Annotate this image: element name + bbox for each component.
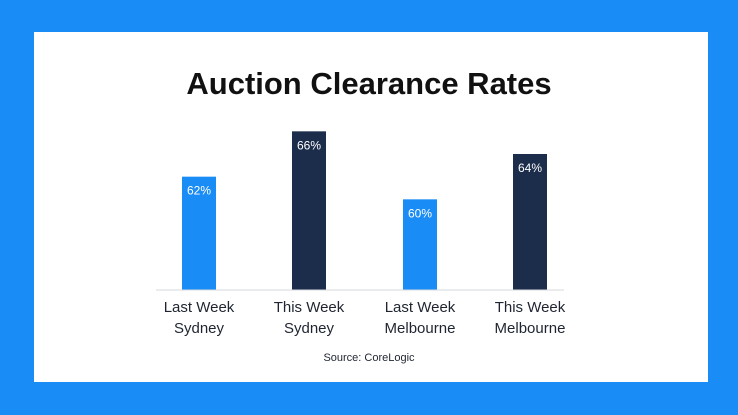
bar-3: [403, 199, 437, 290]
bar-chart: Auction Clearance Rates 62% 66% 60% 64% Las…: [156, 66, 566, 364]
category-label-4-line-1: This Week: [495, 299, 566, 316]
bar-value-label-1: 62%: [187, 184, 211, 198]
bars-group: 62% 66% 60% 64%: [182, 131, 547, 290]
category-label-1-line-1: Last Week: [164, 299, 235, 316]
bar-value-label-2: 66%: [297, 138, 321, 152]
bar-4: [513, 154, 547, 290]
bar-value-label-3: 60%: [408, 206, 432, 220]
category-label-4-line-2: Melbourne: [495, 320, 566, 337]
source-label: Source: CoreLogic: [323, 352, 415, 364]
chart-card: Auction Clearance Rates 62% 66% 60% 64% Las…: [34, 32, 708, 382]
category-label-2-line-1: This Week: [274, 299, 345, 316]
bar-value-label-4: 64%: [518, 161, 542, 175]
bar-2: [292, 131, 326, 290]
category-label-3-line-1: Last Week: [385, 299, 456, 316]
category-label-3-line-2: Melbourne: [385, 320, 456, 337]
category-labels-group: Last Week Sydney This Week Sydney Last Week M…: [164, 299, 566, 337]
category-label-2-line-2: Sydney: [284, 320, 335, 337]
chart-title: Auction Clearance Rates: [186, 66, 551, 101]
category-label-1-line-2: Sydney: [174, 320, 225, 337]
bar-1: [182, 176, 216, 290]
